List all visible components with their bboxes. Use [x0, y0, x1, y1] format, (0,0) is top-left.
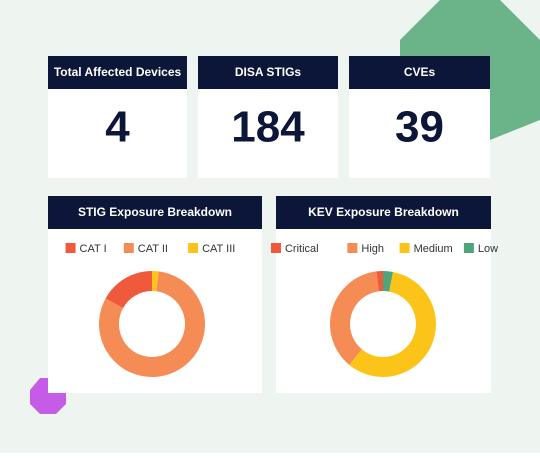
legend-swatch: [123, 243, 134, 253]
card-header: [349, 56, 490, 89]
legend-label: Low: [478, 243, 498, 255]
legend-label: High: [361, 243, 384, 255]
legend-label: CAT II: [138, 243, 168, 255]
panel-header: [276, 196, 491, 229]
legend-label: CAT I: [80, 243, 107, 255]
donut-segment: [329, 271, 379, 365]
legend-label: Critical: [285, 243, 319, 255]
legend-swatch: [270, 243, 281, 253]
chart-title: KEV Exposure Breakdown: [308, 205, 459, 219]
card-title: CVEs: [404, 65, 436, 79]
card-header: [48, 56, 187, 89]
legend-label: CAT III: [202, 243, 235, 255]
card-value: 4: [105, 103, 130, 152]
legend-label: Medium: [414, 243, 453, 255]
card-title: DISA STIGs: [235, 65, 302, 79]
panel-header: [48, 196, 262, 229]
legend-swatch: [188, 243, 199, 253]
legend-swatch: [463, 243, 474, 253]
legend-swatch: [399, 243, 410, 253]
donut-segment: [99, 271, 205, 377]
donut-segment: [376, 271, 383, 292]
card-value: 184: [231, 103, 305, 152]
legend-swatch: [65, 243, 76, 253]
card-title: Total Affected Devices: [54, 65, 182, 79]
donut-segment: [152, 271, 159, 292]
card-value: 39: [395, 103, 444, 152]
card: CVEs 39: [349, 56, 490, 178]
donut-segment: [383, 271, 393, 292]
chart-title: STIG Exposure Breakdown: [78, 205, 232, 219]
card: DISA STIGs 184: [198, 56, 338, 178]
legend-swatch: [347, 243, 358, 253]
card: Total Affected Devices 4: [48, 56, 187, 178]
card-header: [198, 56, 338, 89]
donut-segment: [349, 271, 436, 377]
donut-segment: [105, 271, 152, 309]
